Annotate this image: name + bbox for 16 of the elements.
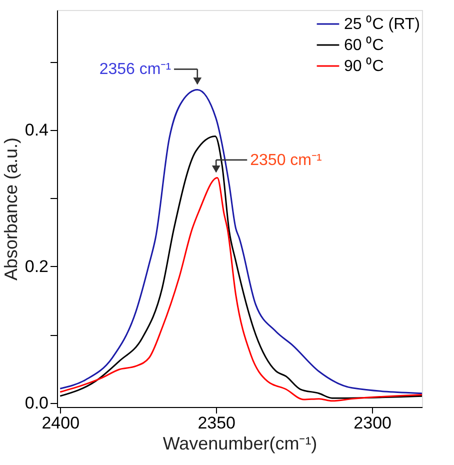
x-tick-label: 2300 bbox=[354, 414, 392, 432]
x-tick-label: 2400 bbox=[42, 414, 80, 432]
annotation: 2350 cm⁻¹ bbox=[250, 152, 322, 169]
y-tick-label: 0.0 bbox=[24, 393, 48, 412]
line-series bbox=[59, 135, 423, 399]
annotation: 2356 cm⁻¹ bbox=[99, 61, 172, 78]
line-series bbox=[59, 89, 423, 394]
legend-label: 90 ⁰C bbox=[344, 57, 384, 75]
legend-label: 25 ⁰C (RT) bbox=[344, 15, 420, 33]
x-axis-title: Wavenumber(cm⁻¹) bbox=[162, 434, 318, 454]
y-tick-label: 0.4 bbox=[24, 120, 48, 140]
legend-label: 60 ⁰C bbox=[344, 36, 384, 54]
line-series bbox=[59, 177, 423, 402]
y-tick-label: 0.2 bbox=[24, 256, 48, 276]
x-tick-label: 2350 bbox=[198, 414, 236, 432]
y-axis-title: Absorbance (a.u.) bbox=[0, 137, 21, 281]
